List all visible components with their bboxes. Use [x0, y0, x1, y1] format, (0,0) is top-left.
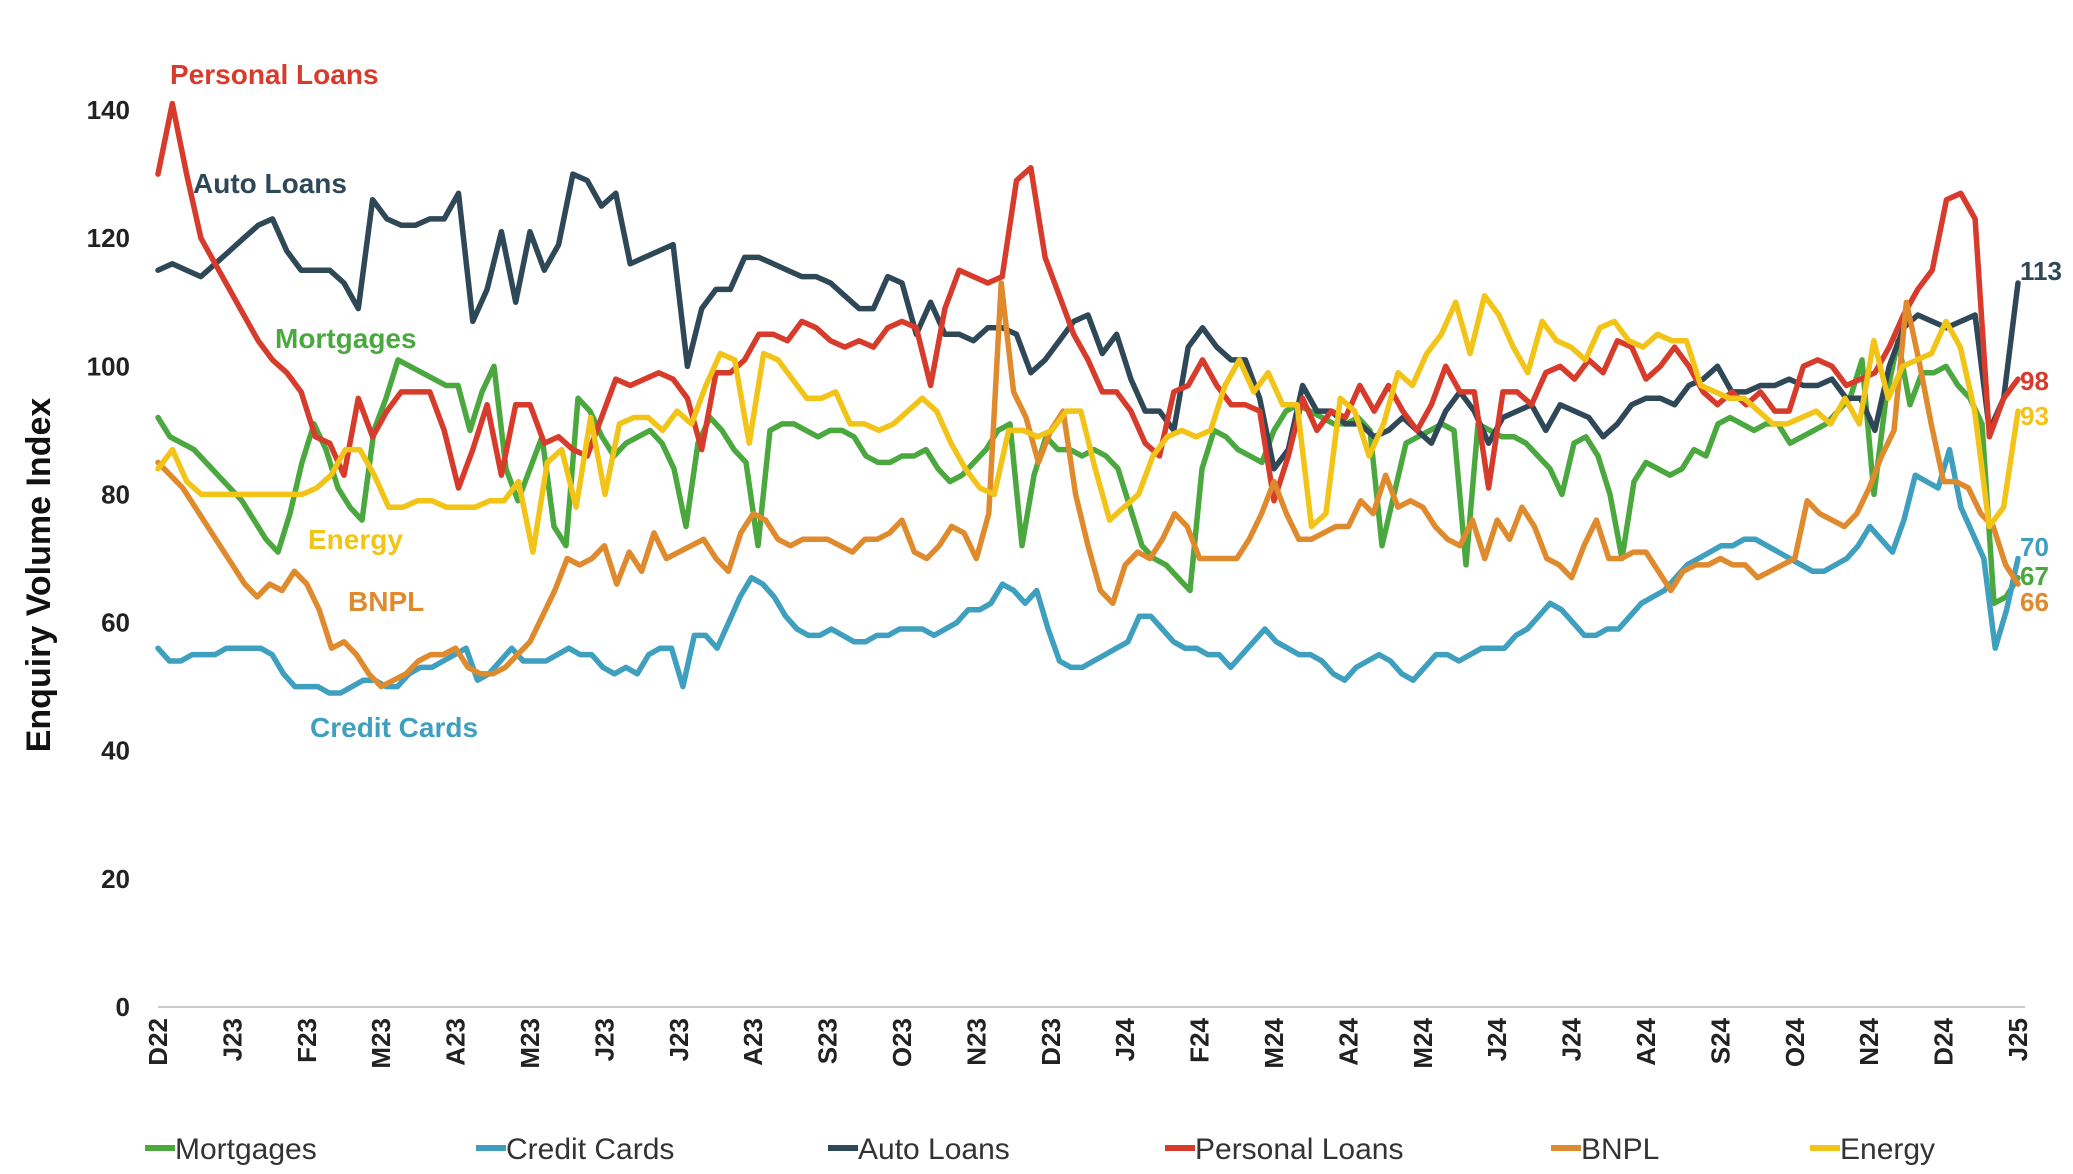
- x-tick-label: S24: [1705, 1017, 1735, 1064]
- x-tick: F23: [292, 1018, 322, 1063]
- x-tick: J24: [1482, 1017, 1512, 1061]
- x-tick: N23: [961, 1018, 991, 1066]
- x-tick-label: O24: [1780, 1017, 1810, 1067]
- x-tick-label: A23: [441, 1018, 471, 1066]
- x-tick: O24: [1780, 1017, 1810, 1067]
- series-line-credit-cards: [155, 446, 2021, 696]
- x-tick-label: F24: [1185, 1017, 1215, 1062]
- x-tick: M24: [1408, 1017, 1438, 1068]
- y-tick-label: 100: [87, 351, 130, 381]
- legend-label: Auto Loans: [858, 1133, 1010, 1166]
- x-tick-label: J23: [217, 1018, 247, 1061]
- x-tick-label: N23: [961, 1018, 991, 1066]
- x-tick: A23: [738, 1018, 768, 1066]
- x-tick: J25: [2003, 1018, 2033, 1061]
- legend-label: Personal Loans: [1195, 1133, 1403, 1166]
- x-tick: O23: [887, 1018, 917, 1067]
- series-inline-label: Credit Cards: [310, 712, 478, 743]
- legend-item: Auto Loans: [828, 1133, 1010, 1166]
- x-axis-ticks: D22 J23 F23 M23 A23 M23 J23 J23 A23 S23 O23 N23 D23 J…: [143, 1017, 2033, 1068]
- x-tick-label: D22: [143, 1018, 173, 1066]
- x-tick-label: M23: [515, 1018, 545, 1069]
- series-line-mortgages: [155, 337, 2021, 607]
- y-tick-label: 40: [101, 736, 130, 766]
- series-line-energy: [155, 293, 2021, 555]
- series-inline-label: Personal Loans: [170, 59, 379, 90]
- legend-item: Personal Loans: [1165, 1133, 1403, 1166]
- x-tick: D24: [1929, 1017, 1959, 1065]
- x-tick: M23: [366, 1018, 396, 1069]
- x-tick-label: D24: [1929, 1017, 1959, 1065]
- series-inline-label: Energy: [308, 524, 403, 555]
- y-tick-label: 0: [116, 992, 130, 1022]
- x-tick-label: F23: [292, 1018, 322, 1063]
- x-tick-label: A23: [738, 1018, 768, 1066]
- legend-label: BNPL: [1581, 1133, 1659, 1166]
- x-tick-label: M24: [1259, 1017, 1289, 1068]
- series-end-label: 113: [2020, 256, 2062, 286]
- x-tick-label: J23: [664, 1018, 694, 1061]
- series-end-label: 66: [2020, 587, 2049, 617]
- x-tick-label: J24: [1557, 1017, 1587, 1061]
- x-tick-label: M24: [1408, 1017, 1438, 1068]
- y-tick-label: 80: [101, 479, 130, 509]
- x-tick-label: M23: [366, 1018, 396, 1069]
- x-tick-label: D23: [1036, 1018, 1066, 1066]
- x-tick: J24: [1110, 1017, 1140, 1061]
- x-tick-label: J25: [2003, 1018, 2033, 1061]
- legend-label: Mortgages: [175, 1133, 317, 1166]
- legend-item: Credit Cards: [476, 1133, 674, 1166]
- x-tick: A23: [441, 1018, 471, 1066]
- x-tick: D23: [1036, 1018, 1066, 1066]
- series-inline-label: BNPL: [348, 586, 424, 617]
- y-tick-label: 60: [101, 608, 130, 638]
- x-tick: S24: [1705, 1017, 1735, 1064]
- legend-item: BNPL: [1551, 1133, 1659, 1166]
- x-tick: S23: [813, 1018, 843, 1064]
- series-end-label: 93: [2020, 401, 2049, 431]
- y-axis-ticks: 0 20 40 60 80 100 120 140: [87, 95, 130, 1022]
- legend-item: Mortgages: [145, 1133, 317, 1166]
- x-tick: N24: [1854, 1017, 1884, 1065]
- legend-item: Energy: [1810, 1133, 1935, 1166]
- x-tick-label: O23: [887, 1018, 917, 1067]
- legend-label: Energy: [1840, 1133, 1935, 1166]
- series-end-label: 70: [2020, 532, 2049, 562]
- series-end-label: 67: [2020, 561, 2049, 591]
- y-tick-label: 120: [87, 223, 130, 253]
- series-end-label: 98: [2020, 366, 2049, 396]
- x-tick-label: J24: [1482, 1017, 1512, 1061]
- y-tick-label: 20: [101, 864, 130, 894]
- series-line-bnpl: [155, 280, 2021, 690]
- series-inline-label: Auto Loans: [193, 168, 347, 199]
- x-tick: F24: [1185, 1017, 1215, 1062]
- series-lines: [155, 100, 2021, 696]
- series-line-auto-loans: [155, 171, 2021, 472]
- x-tick: J24: [1557, 1017, 1587, 1061]
- legend-label: Credit Cards: [506, 1133, 674, 1166]
- x-tick-label: J23: [589, 1018, 619, 1061]
- y-axis-title: Enquiry Volume Index: [20, 398, 58, 753]
- series-line-personal-loans: [155, 100, 2021, 504]
- x-tick-label: S23: [813, 1018, 843, 1064]
- x-tick-label: N24: [1854, 1017, 1884, 1065]
- x-tick-label: A24: [1333, 1017, 1363, 1065]
- series-inline-label: Mortgages: [275, 323, 417, 354]
- x-tick-label: A24: [1631, 1017, 1661, 1065]
- x-tick: M23: [515, 1018, 545, 1069]
- x-tick: A24: [1333, 1017, 1363, 1065]
- x-tick: D22: [143, 1018, 173, 1066]
- x-tick: M24: [1259, 1017, 1289, 1068]
- x-tick: A24: [1631, 1017, 1661, 1065]
- x-tick: J23: [589, 1018, 619, 1061]
- legend: Mortgages Credit Cards Auto Loans Personal …: [145, 1133, 1935, 1166]
- x-tick: J23: [217, 1018, 247, 1061]
- x-tick-label: J24: [1110, 1017, 1140, 1061]
- series-inline-labels: Mortgages Credit Cards Auto Loans Personal …: [170, 59, 478, 743]
- y-tick-label: 140: [87, 95, 130, 125]
- x-tick: J23: [664, 1018, 694, 1061]
